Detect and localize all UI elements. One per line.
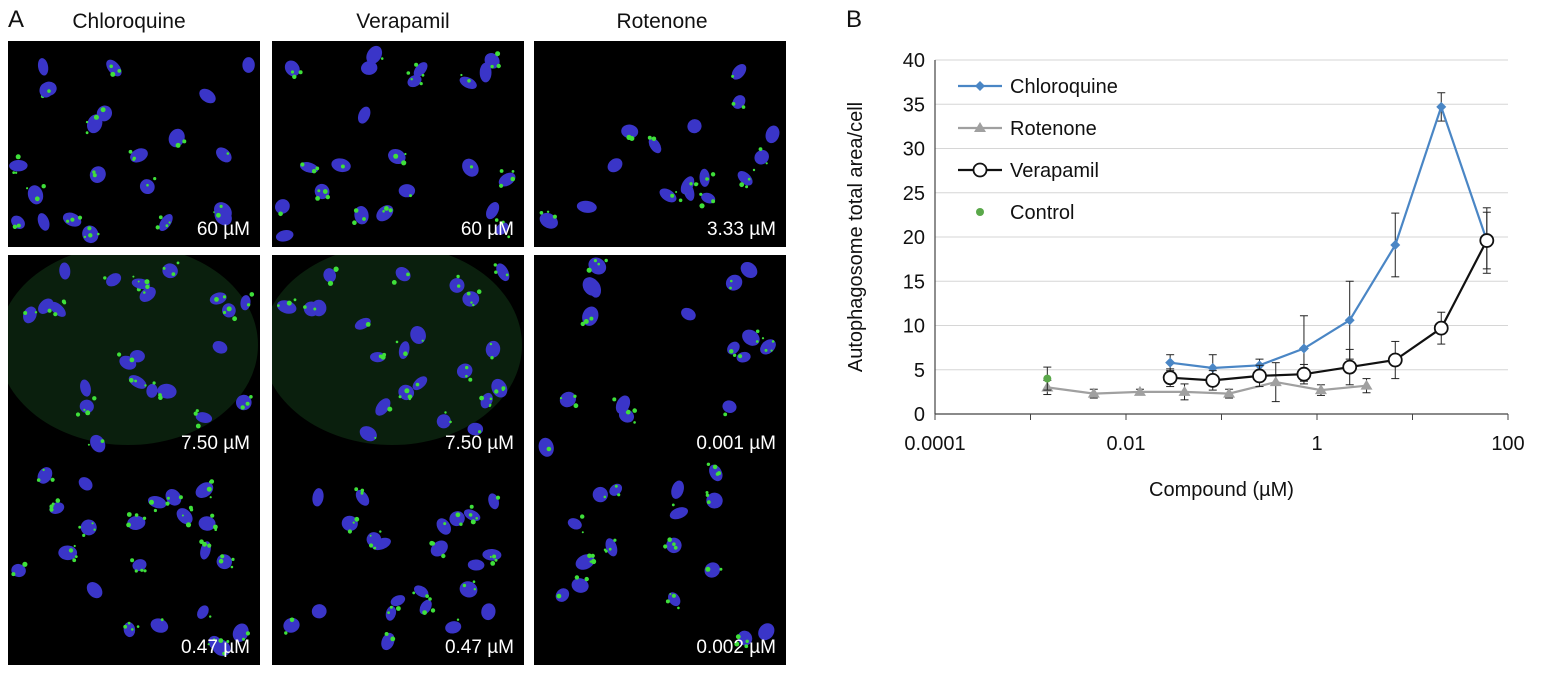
column-header-rotenone: Rotenone: [616, 10, 708, 33]
legend-label-rotenone: Rotenone: [1010, 118, 1097, 140]
data-point-chloroquine: [1298, 343, 1309, 354]
legend-label-verapamil: Verapamil: [1010, 160, 1099, 182]
y-tick-label: 25: [903, 183, 925, 205]
data-point-verapamil: [1296, 366, 1312, 382]
data-point-rotenone: [1133, 385, 1146, 396]
column-header-verapamil: Verapamil: [356, 10, 450, 33]
micrograph-cells: [8, 255, 258, 453]
micrograph-cells: [9, 57, 255, 244]
micrograph-cells: [11, 467, 250, 657]
y-tick-label: 5: [914, 360, 925, 382]
data-point-verapamil: [1162, 370, 1178, 386]
concentration-label: 3.33 µM: [706, 219, 776, 240]
data-point-rotenone: [1178, 385, 1191, 396]
y-axis-title: Autophagosome total area/cell: [845, 102, 867, 372]
data-point-control: [1043, 374, 1052, 383]
x-tick-label: 0.0001: [904, 433, 965, 455]
micrograph-cells: [539, 63, 780, 229]
micrograph-verapamil-1: 60 µM: [272, 41, 524, 247]
micrograph-verapamil-2: 7.50 µM: [272, 255, 524, 461]
data-point-chloroquine: [1344, 315, 1355, 326]
data-point-verapamil: [1433, 320, 1449, 336]
micrograph-cells: [272, 255, 522, 445]
data-point-rotenone: [1314, 384, 1327, 395]
concentration-label: 0.47 µM: [180, 637, 250, 658]
series-line-verapamil: [1170, 239, 1488, 382]
column-header-chloroquine: Chloroquine: [72, 10, 186, 33]
concentration-label: 0.001 µM: [696, 433, 776, 454]
concentration-label: 60 µM: [196, 219, 250, 240]
y-tick-label: 0: [914, 404, 925, 426]
data-point-chloroquine: [1390, 239, 1401, 250]
x-axis-title: Compound (µM): [1149, 479, 1294, 501]
panel-a-letter: A: [8, 6, 25, 33]
data-point-verapamil: [1387, 352, 1403, 368]
data-point-rotenone: [974, 122, 986, 132]
micrograph-cells: [275, 45, 516, 242]
micrograph-cells: [555, 462, 775, 649]
data-point-verapamil: [1342, 359, 1358, 375]
data-point-chloroquine: [1436, 101, 1447, 112]
data-point-verapamil: [1205, 372, 1221, 388]
micrograph-rotenone-2: 0.001 µM: [534, 255, 786, 461]
data-point-rotenone: [1360, 379, 1373, 390]
y-tick-label: 35: [903, 94, 925, 116]
micrograph-verapamil-3: 0.47 µM: [272, 459, 524, 665]
y-tick-label: 20: [903, 227, 925, 249]
data-point-control: [976, 208, 984, 216]
concentration-label: 60 µM: [460, 219, 514, 240]
micrograph-rotenone-3: 0.002 µM: [534, 459, 786, 665]
x-tick-label: 1: [1311, 433, 1322, 455]
x-tick-label: 0.01: [1107, 433, 1146, 455]
y-tick-label: 15: [903, 271, 925, 293]
micrograph-rotenone-1: 3.33 µM: [534, 41, 786, 247]
legend-label-chloroquine: Chloroquine: [1010, 76, 1118, 98]
concentration-label: 7.50 µM: [180, 433, 250, 454]
data-point-rotenone: [1269, 376, 1282, 387]
series-line-rotenone: [1047, 380, 1367, 395]
y-tick-label: 40: [903, 50, 925, 72]
micrograph-chloroquine-3: 0.47 µM: [8, 459, 260, 665]
concentration-label: 0.002 µM: [696, 637, 776, 658]
y-tick-label: 30: [903, 139, 925, 161]
data-point-verapamil: [1479, 233, 1495, 248]
y-tick-label: 10: [903, 316, 925, 338]
data-point-verapamil: [1252, 368, 1267, 384]
data-point-chloroquine: [1165, 357, 1176, 368]
micrograph-cells: [538, 257, 776, 457]
series-line-chloroquine: [1170, 103, 1488, 370]
panel-b-letter: B: [846, 6, 863, 33]
micrograph-cells: [283, 487, 502, 651]
data-point-rotenone: [1223, 387, 1236, 398]
data-point-chloroquine: [975, 81, 985, 91]
legend-label-control: Control: [1010, 202, 1074, 224]
data-point-verapamil: [972, 162, 988, 178]
micrograph-chloroquine-1: 60 µM: [8, 41, 260, 247]
x-tick-label: 100: [1491, 433, 1524, 455]
concentration-label: 0.47 µM: [444, 637, 514, 658]
micrograph-chloroquine-2: 7.50 µM: [8, 255, 260, 461]
autophagosome-chart: 0 5 10 15 20 25 30 35 40 0.0001 0.01 1 100 Compound (…: [845, 50, 1525, 501]
data-point-rotenone: [1087, 387, 1100, 398]
concentration-label: 7.50 µM: [444, 433, 514, 454]
